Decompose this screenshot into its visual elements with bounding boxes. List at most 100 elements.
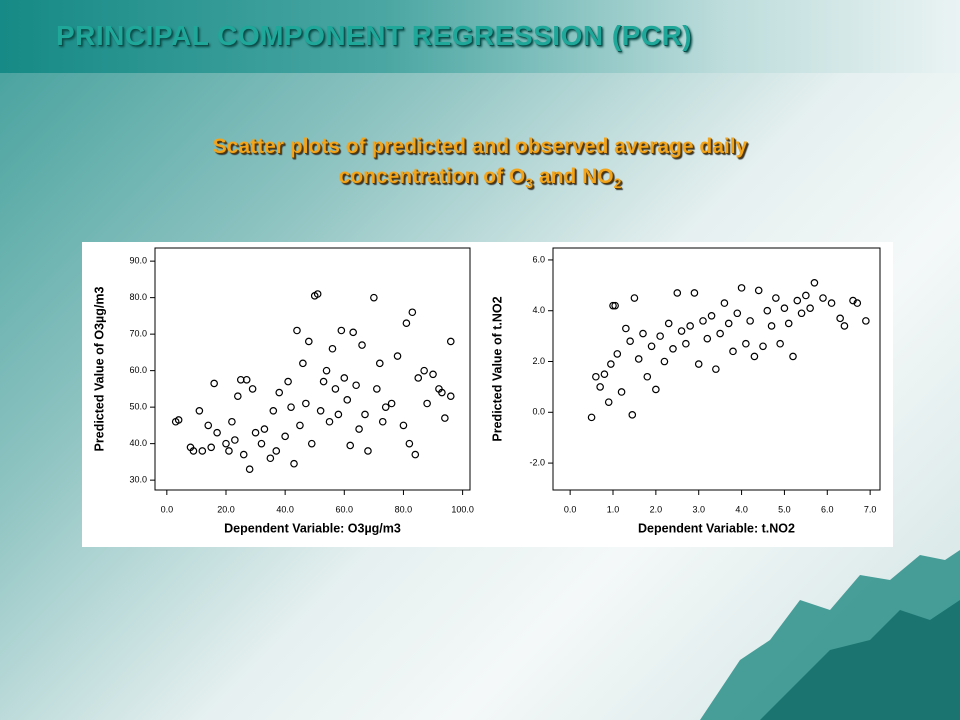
point xyxy=(355,425,363,433)
point xyxy=(746,317,754,325)
y-tick-label: -2.0 xyxy=(529,457,545,467)
point xyxy=(290,459,298,468)
y-tick-label: 40.0 xyxy=(129,438,147,448)
y-tick-label: 2.0 xyxy=(532,356,545,366)
title-bar xyxy=(0,0,960,73)
point xyxy=(656,332,664,340)
x-tick-label: 4.0 xyxy=(735,504,748,514)
x-tick-label: 5.0 xyxy=(778,504,791,514)
point xyxy=(690,289,699,297)
x-axis-label: Dependent Variable: t.NO2 xyxy=(638,521,795,535)
point xyxy=(207,443,215,452)
point xyxy=(325,417,334,426)
mountains xyxy=(760,600,960,720)
subtitle-text: and NO xyxy=(533,165,614,188)
point xyxy=(600,370,609,379)
point xyxy=(307,439,316,448)
point xyxy=(446,392,455,400)
point xyxy=(699,317,707,325)
point xyxy=(234,392,242,400)
point xyxy=(639,329,647,338)
x-tick-label: 80.0 xyxy=(395,504,413,514)
point xyxy=(364,447,372,455)
point xyxy=(862,317,870,325)
point xyxy=(358,341,366,349)
y-tick-label: 6.0 xyxy=(532,254,545,264)
point xyxy=(686,322,694,330)
point xyxy=(293,326,301,335)
point xyxy=(429,370,437,379)
y-tick-label: 0.0 xyxy=(532,407,545,417)
point xyxy=(720,299,729,307)
point xyxy=(245,465,254,473)
point xyxy=(225,447,233,455)
point xyxy=(316,406,325,415)
point xyxy=(260,425,269,433)
point xyxy=(411,450,420,459)
point xyxy=(189,447,198,455)
x-tick-label: 0.0 xyxy=(161,504,174,514)
point xyxy=(195,406,204,415)
point xyxy=(647,342,656,351)
point xyxy=(604,398,613,406)
point xyxy=(387,399,396,408)
point xyxy=(361,410,369,419)
point xyxy=(302,399,310,408)
point xyxy=(248,385,257,393)
point xyxy=(643,372,652,381)
point xyxy=(352,381,360,390)
x-tick-label: 100.0 xyxy=(451,504,474,514)
point xyxy=(622,324,630,333)
point xyxy=(275,388,284,397)
point xyxy=(231,436,239,444)
point xyxy=(251,428,260,437)
y-axis-label: Predicted Value of O3µg/m3 xyxy=(92,287,106,452)
point xyxy=(724,319,733,328)
point xyxy=(780,304,789,312)
y-tick-label: 90.0 xyxy=(129,256,147,266)
point xyxy=(399,421,408,430)
slide-title: PRINCIPAL COMPONENT REGRESSION (PCR) xyxy=(56,20,693,51)
x-tick-label: 7.0 xyxy=(864,504,877,514)
point xyxy=(402,319,411,327)
point xyxy=(733,309,742,318)
point xyxy=(337,326,346,335)
point xyxy=(319,377,328,386)
point xyxy=(239,450,248,459)
point xyxy=(441,414,449,422)
point xyxy=(853,299,862,307)
point xyxy=(626,337,634,345)
point xyxy=(703,334,712,343)
point xyxy=(328,344,337,353)
point xyxy=(617,388,626,396)
point xyxy=(331,385,340,393)
point xyxy=(305,337,313,346)
point xyxy=(281,432,289,441)
point xyxy=(346,441,355,450)
point xyxy=(836,314,844,323)
point xyxy=(660,357,669,366)
point xyxy=(242,375,251,384)
point xyxy=(707,312,716,320)
subtitle-line: concentration of O xyxy=(338,165,526,188)
subtitle-line: Scatter plots of predicted and observed … xyxy=(212,135,748,158)
point xyxy=(772,294,780,302)
point xyxy=(737,284,746,292)
point xyxy=(587,413,596,422)
point xyxy=(754,286,763,295)
point xyxy=(810,278,819,287)
point xyxy=(340,374,349,382)
point xyxy=(819,294,827,302)
point xyxy=(784,319,793,328)
point xyxy=(793,296,802,305)
x-tick-label: 40.0 xyxy=(276,504,294,514)
point xyxy=(210,379,218,388)
point xyxy=(694,360,703,368)
point xyxy=(802,291,810,300)
plot-frame xyxy=(552,247,881,491)
point xyxy=(405,439,414,448)
point xyxy=(370,293,378,302)
point xyxy=(408,308,417,317)
point xyxy=(669,345,677,353)
